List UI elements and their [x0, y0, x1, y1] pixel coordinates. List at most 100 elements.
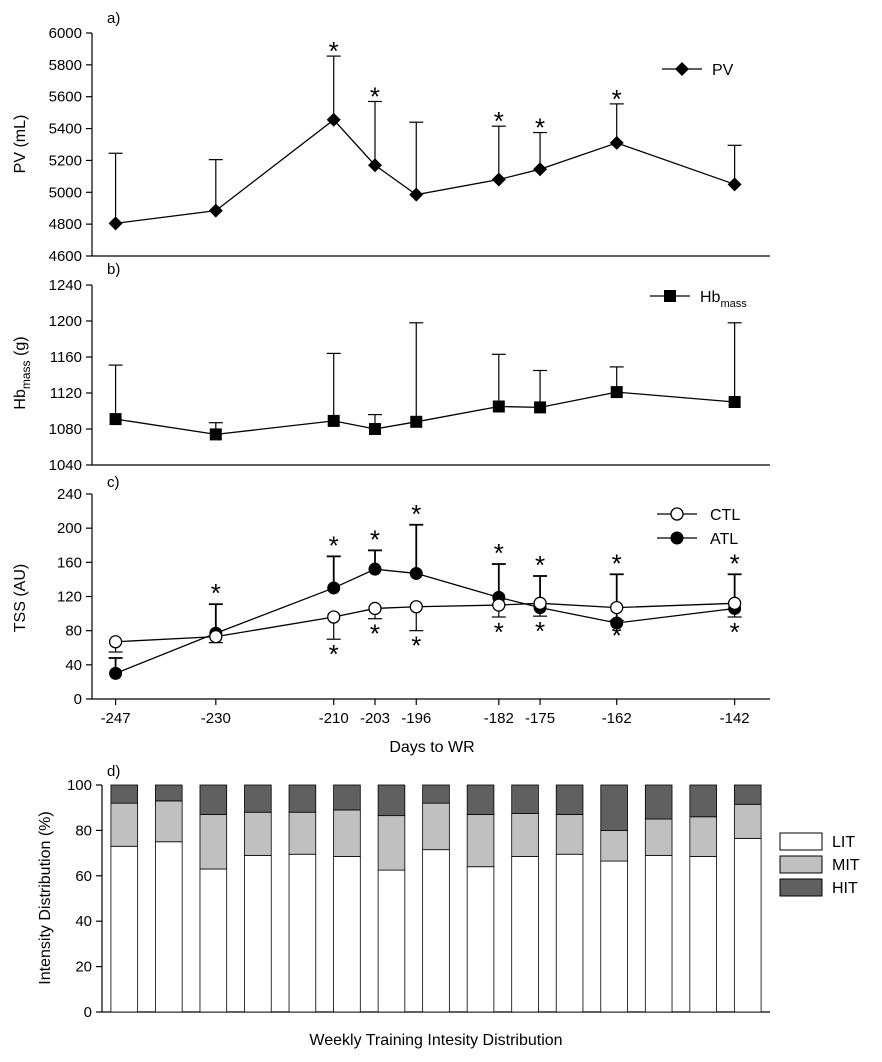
- bar-segment-hit: [689, 784, 717, 818]
- significance-star-below: *: [329, 639, 339, 669]
- panel-d-label: d): [107, 763, 120, 780]
- bar-segment-hit: [555, 784, 584, 815]
- significance-star-below: *: [494, 617, 504, 647]
- panel-c-x-axis-label: Days to WR: [389, 739, 474, 756]
- y-tick-label: 80: [75, 822, 92, 839]
- ctl-data-point: [727, 596, 742, 610]
- bar-segment-mit: [155, 800, 183, 843]
- significance-star: *: [612, 84, 622, 114]
- bar-segment-mit: [689, 816, 717, 857]
- x-tick-label: -182: [484, 710, 514, 727]
- bar-segment-lit: [333, 856, 361, 1013]
- panel-c-legend: CTL ATL: [657, 507, 740, 548]
- legend-ctl-label: CTL: [710, 507, 740, 524]
- y-tick-label: 1200: [49, 313, 82, 330]
- panel-a-marks: * * * * *: [108, 36, 742, 231]
- y-tick-label: 5800: [49, 57, 82, 74]
- pv-data-point: [108, 216, 123, 231]
- x-tick-label: -230: [201, 710, 231, 727]
- ctl-data-point: [409, 600, 423, 614]
- y-tick-label: 0: [84, 1004, 92, 1021]
- y-tick-label: 1120: [50, 385, 82, 402]
- legend-mit-swatch: [779, 855, 823, 874]
- y-tick-label: 4600: [49, 248, 82, 265]
- hbmass-data-point: [610, 386, 623, 399]
- atl-data-point: [610, 616, 624, 630]
- significance-star-above: *: [612, 548, 622, 578]
- legend-hit-label: HIT: [832, 880, 858, 897]
- hbmass-data-point: [209, 428, 222, 441]
- bar-segment-mit: [511, 812, 539, 857]
- y-tick-label: 1160: [50, 349, 82, 366]
- panel-b-axes: 1040 1080 1120 1160 1200 1240: [49, 277, 770, 474]
- y-tick-label: 20: [75, 959, 92, 976]
- panel-d-marks: [110, 784, 762, 1013]
- legend-ctl-open-circle-marker: [670, 507, 684, 521]
- hbmass-series-line: [115, 391, 735, 436]
- bar-segment-lit: [733, 837, 762, 1013]
- y-tick-label: 5000: [49, 184, 82, 201]
- y-tick-label: 5200: [49, 152, 82, 169]
- ctl-data-point: [368, 601, 382, 616]
- panel-b-y-axis-label: Hbmass (g): [12, 336, 33, 409]
- legend-pv-label: PV: [712, 62, 734, 79]
- y-tick-label: 5600: [49, 89, 82, 106]
- significance-star: *: [329, 36, 339, 66]
- ctl-data-point: [533, 596, 547, 610]
- bar-segment-lit: [377, 869, 406, 1013]
- significance-star-below: *: [612, 620, 622, 650]
- bar-segment-hit: [199, 784, 228, 815]
- y-tick-label: 160: [57, 554, 82, 571]
- panel-d-intensity: d) Intensity Distribution (%) Weekly Tra…: [37, 763, 860, 1049]
- bar-segment-hit: [511, 784, 539, 814]
- significance-star: *: [494, 106, 504, 136]
- pv-data-point: [409, 187, 424, 202]
- bar-segment-mit: [644, 818, 673, 856]
- pv-data-point: [727, 177, 742, 192]
- legend-lit-label: LIT: [832, 834, 855, 851]
- bar-segment-mit: [600, 830, 628, 862]
- x-tick-label: -175: [525, 710, 555, 727]
- significance-star-below: *: [730, 617, 740, 647]
- legend-atl-label: ATL: [710, 531, 738, 548]
- y-tick-label: 100: [67, 777, 92, 794]
- hbmass-data-point: [728, 396, 741, 408]
- panel-a-y-axis-label: PV (mL): [12, 115, 29, 174]
- significance-star: *: [370, 81, 380, 111]
- panel-d-x-axis-label: Weekly Training Intesity Distribution: [309, 1032, 562, 1049]
- atl-data-point: [368, 562, 382, 576]
- bar-segment-lit: [555, 853, 584, 1013]
- panel-d-legend: LIT MIT HIT: [779, 832, 860, 897]
- bar-segment-hit: [244, 784, 272, 813]
- pv-data-point: [533, 162, 548, 177]
- bar-segment-lit: [155, 841, 183, 1013]
- significance-star-below: *: [411, 631, 421, 661]
- ctl-data-point: [209, 629, 223, 644]
- bar-segment-lit: [199, 868, 228, 1013]
- significance-star-above: *: [494, 538, 504, 568]
- y-tick-label: 1240: [49, 277, 82, 294]
- bar-segment-hit: [733, 784, 762, 805]
- panel-a-pv: a) PV (mL) 4600 4800 5000 5200 5400 5600 5800 6…: [12, 10, 770, 265]
- bar-segment-lit: [511, 856, 539, 1013]
- hbmass-data-point: [410, 415, 423, 428]
- legend-atl-filled-circle-marker: [670, 531, 684, 545]
- x-tick-label: -210: [319, 710, 349, 727]
- bar-segment-mit: [333, 809, 361, 857]
- x-tick-label: -162: [602, 710, 632, 727]
- legend-pv-diamond-marker: [675, 62, 689, 76]
- pv-data-point: [208, 203, 223, 218]
- bar-segment-hit: [288, 784, 317, 813]
- bar-segment-mit: [288, 811, 317, 855]
- bar-segment-mit: [244, 811, 272, 856]
- pv-data-point: [367, 158, 382, 173]
- panel-c-label: c): [107, 474, 120, 491]
- significance-star-below: *: [370, 619, 380, 649]
- hbmass-data-point: [327, 414, 340, 427]
- atl-series-line: [115, 568, 735, 674]
- bar-segment-hit: [110, 784, 139, 804]
- pv-series-line: [115, 118, 735, 224]
- significance-star-above: *: [329, 530, 339, 560]
- bar-segment-lit: [644, 854, 673, 1013]
